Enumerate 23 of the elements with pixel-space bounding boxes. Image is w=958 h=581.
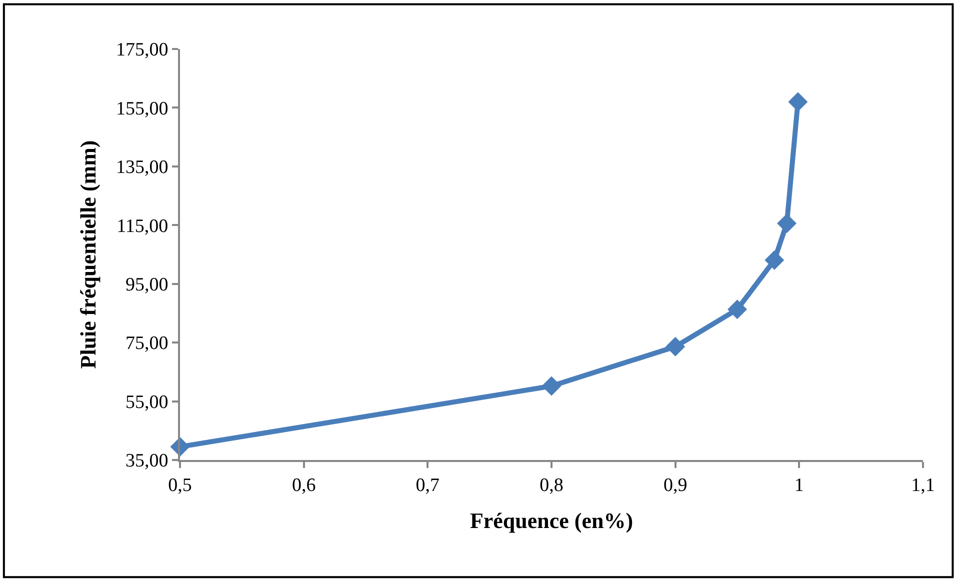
- x-tick-label: 0,8: [540, 474, 564, 496]
- x-tick-label: 0,6: [292, 474, 316, 496]
- x-tick-label: 0,9: [663, 474, 688, 496]
- point: [666, 336, 686, 356]
- x-tick-label: 1: [794, 474, 804, 496]
- y-tick-label: 155,00: [116, 98, 168, 120]
- y-tick-label: 135,00: [116, 157, 168, 178]
- point: [764, 250, 784, 270]
- point: [542, 376, 562, 396]
- y-tick-label: 75,00: [125, 333, 168, 354]
- x-tick-label: 0,5: [168, 474, 192, 496]
- x-tick-label: 0,7: [416, 474, 440, 496]
- x-tick-label: 1,1: [911, 474, 935, 496]
- point: [728, 300, 747, 320]
- y-tick-label: 175,00: [116, 40, 168, 61]
- x-axis-title: Fréquence (en%): [470, 508, 634, 534]
- y-tick-label: 55,00: [125, 392, 168, 413]
- y-tick-label: 115,00: [116, 216, 168, 237]
- point: [777, 214, 797, 234]
- y-tick-label: 35,00: [125, 450, 168, 472]
- point: [788, 92, 808, 112]
- y-axis-title: Pluie fréquentielle (mm): [75, 140, 100, 369]
- y-tick-label: 95,00: [125, 274, 168, 296]
